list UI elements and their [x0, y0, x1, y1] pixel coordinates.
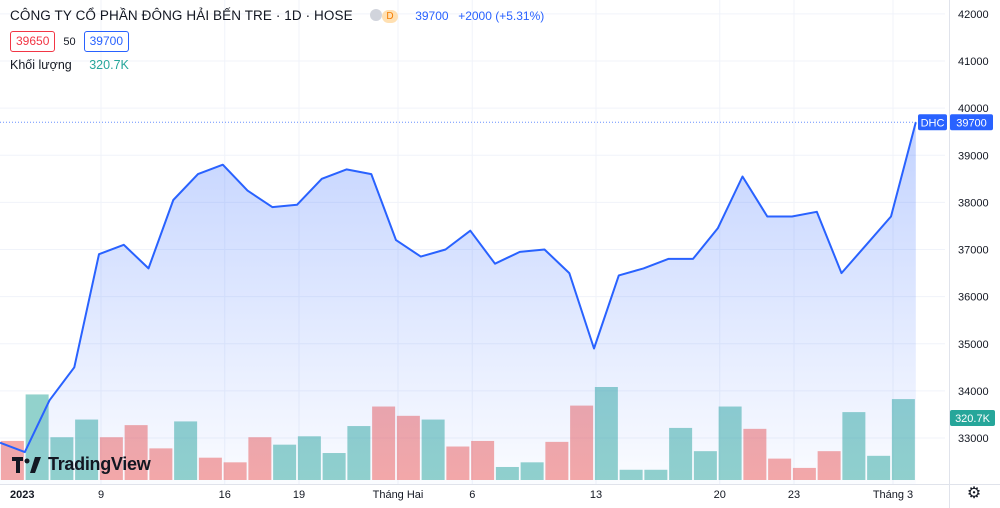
price-axis[interactable]: 33000 34000 35000 36000 37000 38000 39000 40000…: [949, 0, 989, 508]
y-tick-label: 37000: [958, 245, 989, 257]
time-axis[interactable]: 2023 9 16 19 Tháng Hai 6 13 20 23 Tháng 3: [0, 484, 1000, 502]
y-tick-label: 36000: [958, 292, 989, 304]
volume-label: Khối lượng: [10, 58, 72, 72]
y-tick-label: 42000: [958, 9, 989, 21]
symbol-tag-text: DHC: [921, 117, 945, 129]
x-tick-label: 6: [469, 489, 475, 501]
price-line: [0, 122, 917, 454]
y-tick-label: 35000: [958, 339, 989, 351]
tradingview-wordmark: TradingView: [48, 454, 151, 474]
x-tick-label: Tháng Hai: [373, 489, 424, 501]
price-area-fill: [0, 122, 916, 485]
bid-button[interactable]: 39650: [10, 31, 56, 52]
y-tick-label: 41000: [958, 56, 989, 68]
symbol-tag: [918, 114, 947, 131]
x-tick-label: 16: [219, 489, 231, 501]
x-tick-label: 9: [98, 489, 104, 501]
ask-button[interactable]: 39700: [83, 31, 129, 52]
last-price: 39700: [415, 9, 449, 23]
spread-value: 50: [63, 35, 76, 48]
price-labels: DHC 39700 320.7K: [0, 114, 995, 426]
y-tick-label: 38000: [958, 197, 989, 209]
price-change: +2000 (+5.31%): [458, 9, 545, 23]
y-tick-label: 39000: [958, 150, 989, 162]
y-tick-label: 40000: [958, 103, 989, 115]
last-volume-tag: [950, 410, 995, 426]
last-volume-tag-text: 320.7K: [955, 413, 991, 425]
settings-gear-icon[interactable]: ⚙: [966, 485, 982, 502]
bid-ask-row: 39650 50 39700: [10, 31, 129, 52]
last-price-tag: [950, 114, 993, 131]
tradingview-logo[interactable]: TradingView: [12, 454, 151, 475]
price-area: [0, 122, 917, 485]
symbol-legend[interactable]: CÔNG TY CỔ PHẦN ĐÔNG HẢI BẾN TRE · 1D · …: [10, 8, 544, 23]
x-tick-label: 19: [293, 489, 305, 501]
market-status-dot: [370, 9, 383, 21]
volume-legend[interactable]: Khối lượng 320.7K: [10, 58, 129, 72]
symbol-title: CÔNG TY CỔ PHẦN ĐÔNG HẢI BẾN TRE · 1D · …: [10, 8, 353, 23]
y-tick-label: 34000: [958, 386, 989, 398]
last-price-tag-text: 39700: [956, 117, 987, 129]
volume-value: 320.7K: [89, 58, 129, 72]
tradingview-logo-icon: [12, 456, 41, 473]
x-tick-label: 13: [590, 489, 602, 501]
x-tick-label: 20: [714, 489, 726, 501]
x-tick-label: 23: [788, 489, 800, 501]
x-tick-label: 2023: [10, 489, 34, 501]
y-tick-label: 33000: [958, 433, 989, 445]
interval-badge: D: [382, 10, 398, 23]
x-tick-label: Tháng 3: [873, 489, 913, 501]
